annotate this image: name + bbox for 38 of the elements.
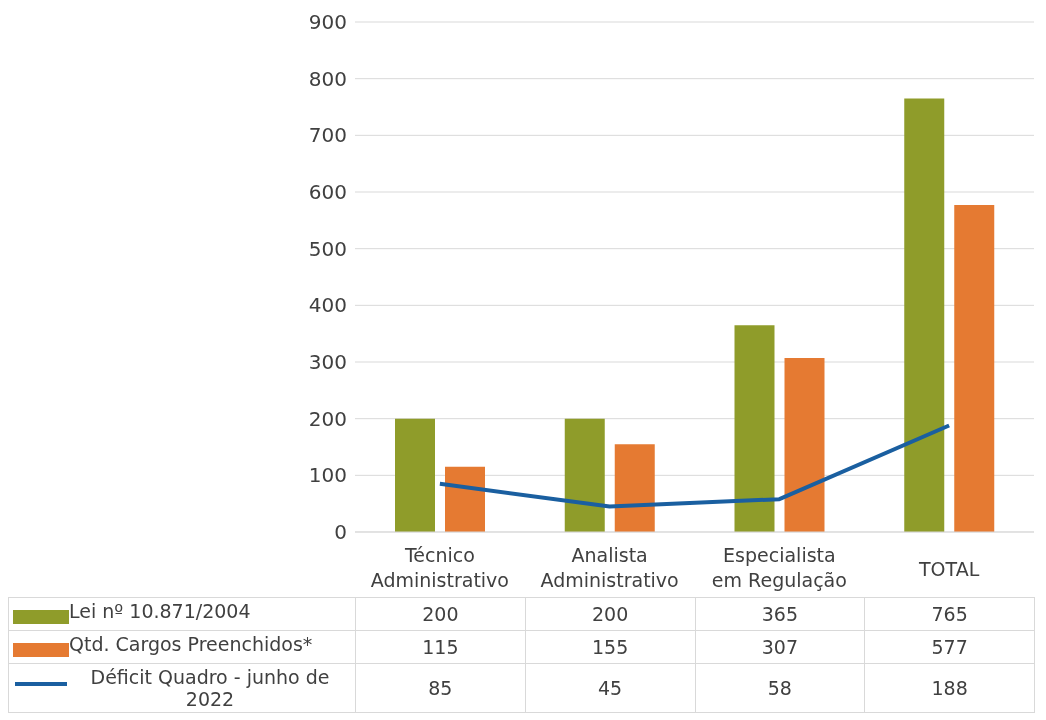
data-label: 365 (695, 597, 865, 631)
y-tick-label: 900 (308, 10, 347, 35)
bar (784, 358, 825, 532)
y-tick-label: 0 (334, 520, 347, 545)
y-tick-label: 600 (308, 180, 347, 205)
y-tick-label: 700 (308, 123, 347, 148)
y-tick-label: 100 (308, 463, 347, 488)
data-label: 765 (864, 597, 1035, 631)
x-tick-label: Especialista em Regulação (711, 544, 847, 591)
x-tick-label: Técnico Administrativo (370, 544, 509, 591)
legend-label: Déficit Quadro - junho de 2022 (89, 666, 331, 710)
data-label: 200 (525, 597, 695, 631)
y-tick-label: 200 (308, 406, 347, 431)
data-label: 188 (864, 663, 1035, 713)
data-label: 58 (695, 663, 865, 713)
x-tick-label: Analista Administrativo (540, 544, 679, 591)
bar (395, 418, 435, 532)
data-label: 45 (525, 663, 695, 713)
data-label: 85 (355, 663, 526, 713)
bar (614, 444, 655, 532)
bar (954, 205, 995, 532)
data-label: 200 (355, 597, 526, 631)
data-label: 307 (695, 630, 865, 664)
x-tick-label: TOTAL (917, 558, 980, 580)
y-tick-label: 400 (308, 293, 347, 318)
y-tick-label: 500 (308, 236, 347, 261)
y-tick-label: 300 (308, 350, 347, 375)
bar (564, 418, 605, 532)
data-label: 115 (355, 630, 526, 664)
data-label: 577 (864, 630, 1035, 664)
legend-label: Lei nº 10.871/2004 (69, 600, 251, 622)
data-label: 155 (525, 630, 695, 664)
line-series (437, 423, 952, 509)
y-tick-label: 800 (308, 66, 347, 91)
legend-label: Qtd. Cargos Preenchidos* (69, 633, 313, 655)
bar (904, 98, 945, 532)
bar (734, 325, 775, 532)
bar (445, 466, 485, 532)
